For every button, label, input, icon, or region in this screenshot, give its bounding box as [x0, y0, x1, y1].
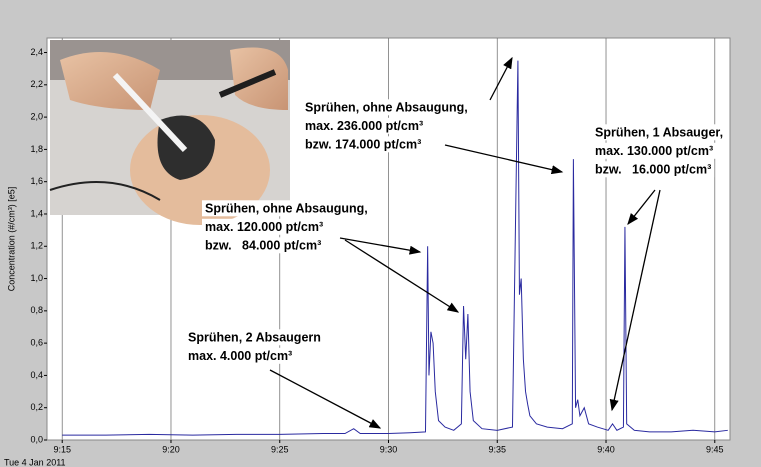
annotation: Sprühen, ohne Absaugung,	[205, 201, 368, 215]
y-tick-label: 0,0	[30, 434, 43, 444]
x-tick-label: 9:20	[162, 444, 180, 454]
y-tick-label: 2,0	[30, 111, 43, 121]
annotation: max. 4.000 pt/cm³	[188, 349, 292, 363]
y-tick-label: 0,6	[30, 338, 43, 348]
x-tick-label: 9:40	[597, 444, 615, 454]
x-tick-label: 9:30	[380, 444, 398, 454]
data-line	[62, 60, 728, 436]
annotation: bzw. 174.000 pt/cm³	[305, 137, 421, 151]
annotation-bg	[592, 161, 715, 178]
annotation-bg	[302, 99, 471, 116]
y-tick-label: 0,4	[30, 370, 43, 380]
annotation: Sprühen, ohne Absaugung,	[305, 100, 468, 114]
annotation-bg	[202, 218, 327, 235]
y-tick-label: 0,8	[30, 305, 43, 315]
x-tick-label: 9:35	[488, 444, 506, 454]
annotation: max. 236.000 pt/cm³	[305, 119, 423, 133]
annotation-bg	[592, 124, 727, 141]
annotation: max. 120.000 pt/cm³	[205, 220, 323, 234]
photo	[49, 40, 290, 225]
arrow	[489, 56, 513, 101]
y-tick-label: 0,2	[30, 402, 43, 412]
y-tick-label: 2,4	[30, 47, 43, 57]
arrow	[627, 189, 656, 226]
y-tick-label: 1,4	[30, 208, 43, 218]
annotation-arrows	[269, 56, 661, 429]
annotation-bg	[302, 136, 425, 153]
series	[62, 60, 728, 436]
arrow	[339, 237, 422, 255]
annotation-bg	[202, 200, 371, 217]
annotation: Sprühen, 1 Absauger,	[595, 125, 723, 139]
annotation: Sprühen, 2 Absaugern	[188, 330, 321, 344]
y-axis-label: Concentration (#/cm³) [e5]	[6, 187, 16, 292]
annotation-bg	[185, 329, 324, 346]
annotation-bg	[202, 237, 325, 254]
annotation-bg	[185, 347, 296, 364]
annotation-bg	[302, 117, 427, 134]
x-tick-label: 9:45	[706, 444, 724, 454]
annotation-bg	[592, 142, 717, 159]
arrow	[344, 239, 460, 313]
arrow	[444, 144, 564, 175]
arrow	[609, 189, 661, 412]
x-tick-label: 9:25	[271, 444, 289, 454]
y-tick-label: 2,2	[30, 79, 43, 89]
annotation: max. 130.000 pt/cm³	[595, 144, 713, 158]
date-label: Tue 4 Jan 2011	[4, 457, 66, 467]
arrow	[269, 369, 382, 429]
y-tick-label: 1,2	[30, 241, 43, 251]
y-tick-label: 1,0	[30, 273, 43, 283]
annotation: bzw. 16.000 pt/cm³	[595, 162, 711, 176]
x-tick-label: 9:15	[53, 444, 71, 454]
y-tick-label: 1,8	[30, 144, 43, 154]
annotation: bzw. 84.000 pt/cm³	[205, 238, 321, 252]
y-tick-label: 1,6	[30, 176, 43, 186]
